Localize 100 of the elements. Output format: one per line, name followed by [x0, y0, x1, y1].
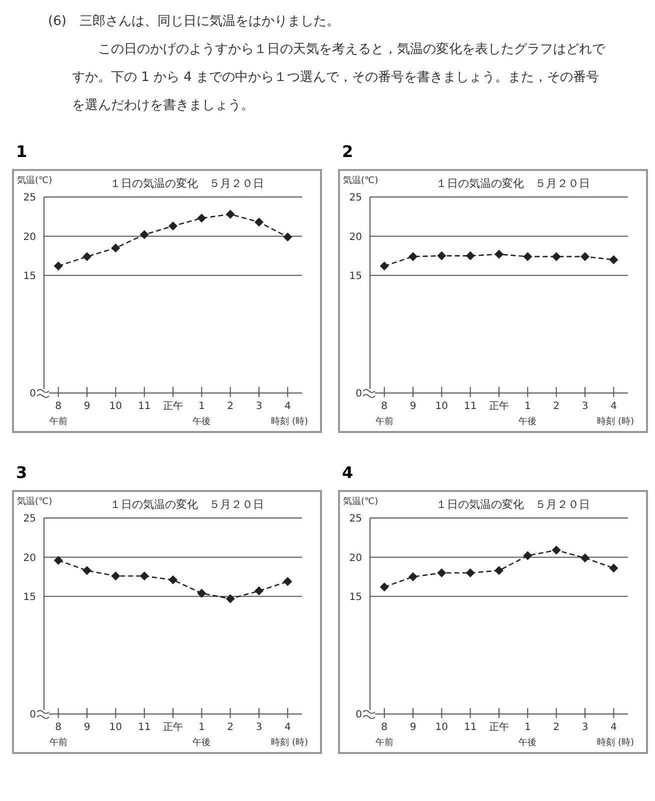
point	[494, 566, 504, 576]
point	[254, 586, 264, 596]
point	[168, 575, 178, 584]
x-tick-label: 3	[256, 401, 262, 412]
x-tick-label: 2	[227, 401, 234, 412]
y-axis-title: 気温(℃)	[343, 496, 378, 508]
x-axis-title: 時刻 (時)	[597, 736, 634, 749]
y-tick-label: 25	[23, 514, 36, 525]
x-tick-label: 11	[138, 722, 151, 733]
point	[283, 577, 292, 586]
text: (6) 三郎さんは、同じ日に気温をはかりました。	[48, 13, 340, 31]
chart-subtitle: 1	[16, 142, 28, 161]
y-tick-label: 20	[23, 552, 36, 564]
x-tick-label: 10	[435, 722, 448, 733]
y-tick-label: 15	[23, 592, 36, 603]
x-tick-label: 8	[55, 722, 62, 733]
x-tick-label: 4	[284, 722, 291, 733]
x-tick-label: 2	[553, 722, 560, 733]
x-tick-label: 正午	[163, 400, 183, 412]
x-tick-label: 8	[381, 401, 388, 412]
x-tick-label: 4	[284, 401, 291, 412]
x-axis-title: 時刻 (時)	[271, 736, 308, 749]
x-tick-label: 3	[582, 401, 588, 412]
x-tick-label: 11	[464, 722, 477, 733]
x-tick-label: 1	[198, 401, 205, 412]
point	[380, 582, 389, 592]
text: 午後	[192, 416, 211, 427]
x-tick-label: 正午	[489, 721, 509, 733]
x-tick-label: 2	[553, 401, 560, 412]
chart-title: １日の気温の変化 ５月２０日	[436, 498, 590, 511]
x-tick-label: 正午	[163, 721, 183, 733]
x-axis-title: 時刻 (時)	[271, 416, 308, 428]
chart-subtitle: 4	[342, 463, 354, 482]
x-tick-label: 正午	[489, 400, 509, 412]
x-tick-label: 3	[582, 722, 588, 733]
point	[111, 572, 120, 581]
text: 午後	[518, 416, 537, 427]
chart-title: １日の気温の変化 ５月２０日	[110, 177, 264, 190]
x-tick-label: 9	[410, 722, 416, 733]
y-tick-label: 0	[30, 710, 36, 721]
chart-subtitle: 2	[342, 142, 354, 161]
y-tick-label: 15	[23, 270, 36, 282]
x-tick-label: 11	[138, 401, 151, 412]
y-tick-label: 25	[349, 514, 362, 525]
y-tick-label: 0	[356, 710, 362, 721]
x-tick-label: 4	[610, 401, 617, 412]
point	[523, 551, 532, 560]
x-tick-label: 9	[84, 401, 90, 412]
y-tick-label: 20	[349, 232, 362, 243]
point	[552, 546, 561, 555]
y-tick-label: 0	[30, 388, 36, 400]
x-tick-label: 10	[435, 401, 448, 412]
x-tick-label: 10	[109, 401, 122, 412]
text: 午前	[375, 737, 394, 748]
y-tick-label: 15	[349, 270, 362, 282]
x-axis-title: 時刻 (時)	[597, 416, 634, 428]
y-tick-label: 25	[349, 192, 362, 204]
chart-title: １日の気温の変化 ５月２０日	[436, 177, 590, 190]
x-tick-label: 9	[84, 722, 90, 733]
point	[609, 564, 618, 573]
point	[226, 594, 235, 604]
y-tick-label: 25	[23, 192, 36, 204]
point	[54, 556, 63, 565]
point	[140, 230, 149, 240]
x-tick-label: 8	[381, 722, 388, 733]
x-tick-label: 1	[524, 722, 531, 733]
y-tick-label: 15	[349, 592, 362, 603]
point	[82, 566, 92, 576]
text: この日のかげのようすから１日の天気を考えると，気温の変化を表したグラフはどれですか。下の 1 から 4 までの中から１つ選んで，その番号を書きましょう。また，その番号を選んだわけを書きましょう。	[71, 41, 606, 115]
point	[111, 243, 120, 252]
point	[140, 572, 149, 581]
point	[197, 214, 206, 223]
text: 午前	[375, 416, 394, 427]
x-tick-label: 9	[410, 401, 416, 412]
y-tick-label: 20	[23, 232, 36, 243]
point	[82, 252, 92, 262]
y-axis-title: 気温(℃)	[17, 496, 52, 508]
point	[168, 222, 178, 231]
x-tick-label: 8	[55, 401, 62, 412]
x-tick-label: 2	[227, 722, 234, 733]
point	[580, 553, 590, 562]
point	[197, 588, 206, 598]
y-axis-title: 気温(℃)	[17, 174, 52, 187]
point	[466, 568, 475, 578]
x-tick-label: 1	[198, 722, 205, 733]
chart-title: １日の気温の変化 ５月２０日	[110, 498, 264, 511]
y-tick-label: 20	[349, 552, 362, 564]
chart-subtitle: 3	[16, 463, 28, 482]
point	[408, 572, 418, 582]
text: 午前	[49, 416, 68, 427]
x-tick-label: 10	[109, 722, 122, 733]
x-tick-label: 1	[524, 401, 531, 412]
point	[437, 568, 446, 578]
point	[254, 218, 264, 227]
text: 午後	[518, 737, 537, 748]
text: 午前	[49, 737, 68, 748]
x-tick-label: 11	[464, 401, 477, 412]
y-axis-title: 気温(℃)	[343, 174, 378, 187]
x-tick-label: 4	[610, 722, 617, 733]
x-tick-label: 3	[256, 722, 262, 733]
